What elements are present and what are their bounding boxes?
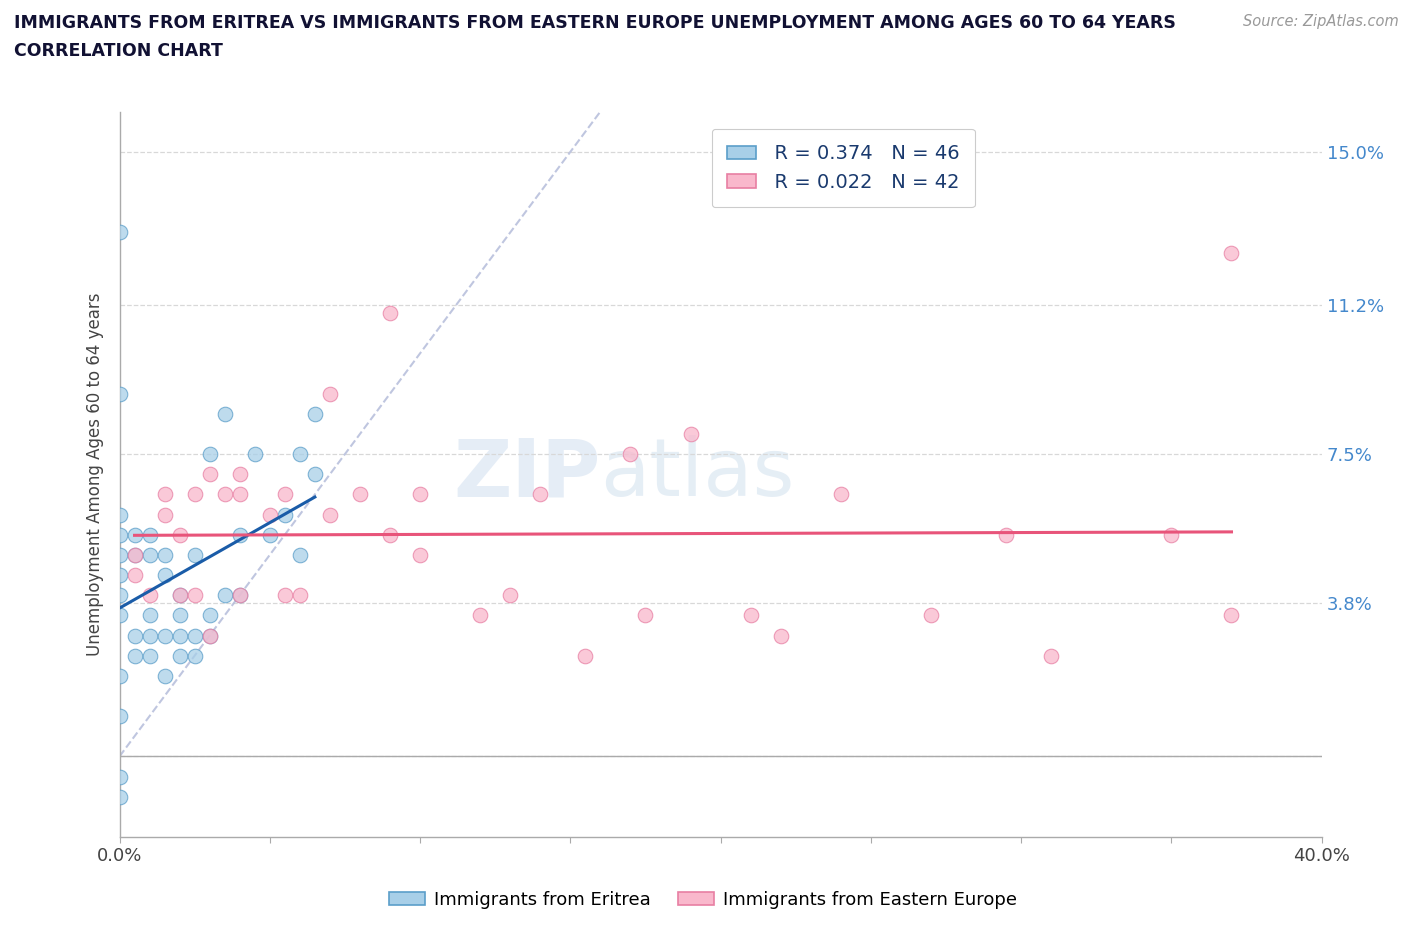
Point [108, 709, 131, 724]
Point [183, 487, 205, 502]
Point [169, 608, 191, 623]
Point [634, 608, 657, 623]
Point [198, 608, 221, 623]
Point [529, 487, 551, 502]
Point [769, 628, 792, 643]
Point [304, 406, 326, 421]
Point [153, 669, 176, 684]
Point [108, 669, 131, 684]
Point [574, 648, 596, 663]
Point [378, 527, 401, 542]
Point [304, 467, 326, 482]
Point [214, 487, 236, 502]
Point [228, 467, 252, 482]
Point [183, 548, 205, 563]
Point [138, 648, 160, 663]
Point [138, 628, 160, 643]
Point [138, 527, 160, 542]
Point [378, 306, 401, 321]
Point [214, 588, 236, 603]
Point [409, 487, 432, 502]
Point [679, 427, 702, 442]
Point [349, 487, 371, 502]
Point [1220, 608, 1243, 623]
Point [319, 386, 342, 401]
Point [995, 527, 1018, 542]
Text: IMMIGRANTS FROM ERITREA VS IMMIGRANTS FROM EASTERN EUROPE UNEMPLOYMENT AMONG AGE: IMMIGRANTS FROM ERITREA VS IMMIGRANTS FR… [14, 14, 1175, 32]
Point [124, 548, 146, 563]
Point [319, 507, 342, 522]
Point [274, 507, 297, 522]
Point [1040, 648, 1063, 663]
Point [153, 628, 176, 643]
Point [228, 487, 252, 502]
Text: ZIP: ZIP [453, 435, 600, 513]
Point [830, 487, 852, 502]
Point [169, 628, 191, 643]
Point [108, 386, 131, 401]
Point [138, 548, 160, 563]
Legend: Immigrants from Eritrea, Immigrants from Eastern Europe: Immigrants from Eritrea, Immigrants from… [381, 884, 1025, 916]
Point [169, 588, 191, 603]
Text: atlas: atlas [600, 435, 794, 513]
Point [108, 527, 131, 542]
Point [108, 588, 131, 603]
Point [259, 527, 281, 542]
Point [198, 446, 221, 461]
Y-axis label: Unemployment Among Ages 60 to 64 years: Unemployment Among Ages 60 to 64 years [86, 293, 104, 656]
Point [288, 548, 311, 563]
Point [153, 507, 176, 522]
Point [740, 608, 762, 623]
Point [108, 225, 131, 240]
Point [124, 628, 146, 643]
Text: Source: ZipAtlas.com: Source: ZipAtlas.com [1243, 14, 1399, 29]
Point [108, 507, 131, 522]
Point [138, 608, 160, 623]
Point [153, 567, 176, 582]
Point [183, 628, 205, 643]
Point [169, 588, 191, 603]
Point [183, 588, 205, 603]
Point [153, 487, 176, 502]
Point [1220, 246, 1243, 260]
Point [228, 527, 252, 542]
Point [409, 548, 432, 563]
Point [124, 567, 146, 582]
Point [274, 588, 297, 603]
Text: CORRELATION CHART: CORRELATION CHART [14, 42, 224, 60]
Point [468, 608, 492, 623]
Point [198, 467, 221, 482]
Point [108, 790, 131, 804]
Point [619, 446, 641, 461]
Point [169, 648, 191, 663]
Point [138, 588, 160, 603]
Point [169, 527, 191, 542]
Point [243, 446, 266, 461]
Point [108, 769, 131, 784]
Point [228, 588, 252, 603]
Point [198, 628, 221, 643]
Point [228, 588, 252, 603]
Point [108, 608, 131, 623]
Point [259, 507, 281, 522]
Point [288, 446, 311, 461]
Point [920, 608, 942, 623]
Point [274, 487, 297, 502]
Point [153, 548, 176, 563]
Point [124, 527, 146, 542]
Legend:   R = 0.374   N = 46,   R = 0.022   N = 42: R = 0.374 N = 46, R = 0.022 N = 42 [711, 128, 976, 207]
Point [108, 548, 131, 563]
Point [124, 648, 146, 663]
Point [183, 648, 205, 663]
Point [1160, 527, 1182, 542]
Point [214, 406, 236, 421]
Point [108, 567, 131, 582]
Point [124, 548, 146, 563]
Point [198, 628, 221, 643]
Point [499, 588, 522, 603]
Point [288, 588, 311, 603]
